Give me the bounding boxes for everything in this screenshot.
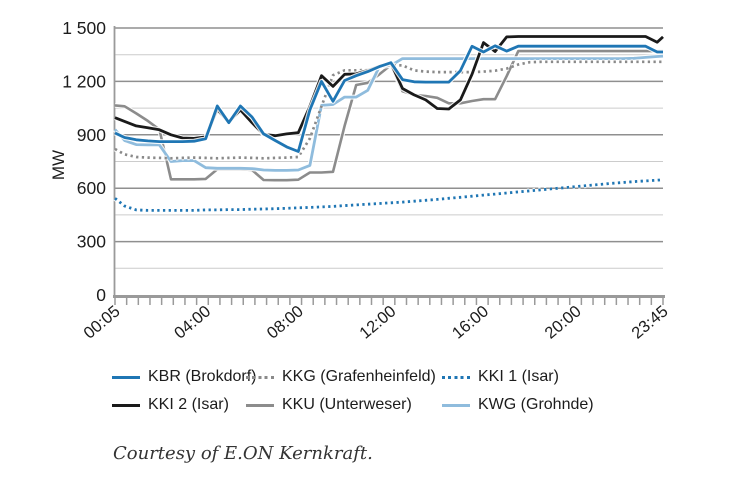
legend-label-kki2: KKI 2 (Isar) [148,396,229,413]
figure-caption: Courtesy of E.ON Kernkraft. [113,443,373,464]
x-tick-label: 08:00 [264,302,307,342]
series-line-kki [114,178,664,212]
series-line-kbr [114,44,663,153]
legend-item-kki1: KKI 1 (Isar) [442,369,594,385]
legend-item-kkg: KKG (Grafenheinfeld) [246,369,442,385]
legend-item-kki2: KKI 2 (Isar) [112,397,246,413]
x-tick-label: 04:00 [171,302,214,342]
legend-item-kwg: KWG (Grohnde) [442,397,594,413]
power-output-chart: 0 300 600 900 1 200 1 500 00:05 04:00 08:00 12:00… [49,18,672,343]
y-tick-label: 600 [77,178,106,198]
x-tick-label: 16:00 [449,302,492,342]
legend-swatch-kki1-dotted-line [442,375,470,379]
legend-label-kbr: KBR (Brokdorf) [148,368,257,385]
series-line-kwg [113,54,664,172]
y-tick-label: 300 [77,232,106,252]
legend-label-kkg: KKG (Grafenheinfeld) [282,368,436,385]
y-tick-label: 0 [96,285,106,305]
x-tick-label: 23:45 [628,302,671,342]
series-halo [113,177,664,213]
y-tick-label: 1 200 [62,71,106,91]
legend-swatch-kki2-line [112,403,140,407]
series-line-kkg [114,60,663,160]
x-tick-label: 12:00 [356,302,399,342]
x-tick-label: 00:05 [80,302,123,342]
series-halo [113,53,664,173]
legend-swatch-kku-line [246,403,274,407]
chart-legend: KBR (Brokdorf) KKG (Grafenheinfeld) KKI … [112,363,594,419]
series-halo [113,59,663,161]
legend-swatch-kkg-dotted-line [246,375,274,379]
legend-item-kku: KKU (Unterweser) [246,397,442,413]
y-tick-label: 1 500 [62,18,106,38]
y-tick-label: 900 [77,125,106,145]
x-tick-label: 20:00 [542,302,585,342]
legend-label-kku: KKU (Unterweser) [282,396,412,413]
y-axis-title: MW [49,150,68,180]
legend-label-kki1: KKI 1 (Isar) [478,368,559,385]
legend-item-kbr: KBR (Brokdorf) [112,369,256,385]
legend-swatch-kbr-line [112,375,140,379]
legend-label-kwg: KWG (Grohnde) [478,396,594,413]
legend-swatch-kwg-line [442,403,470,407]
